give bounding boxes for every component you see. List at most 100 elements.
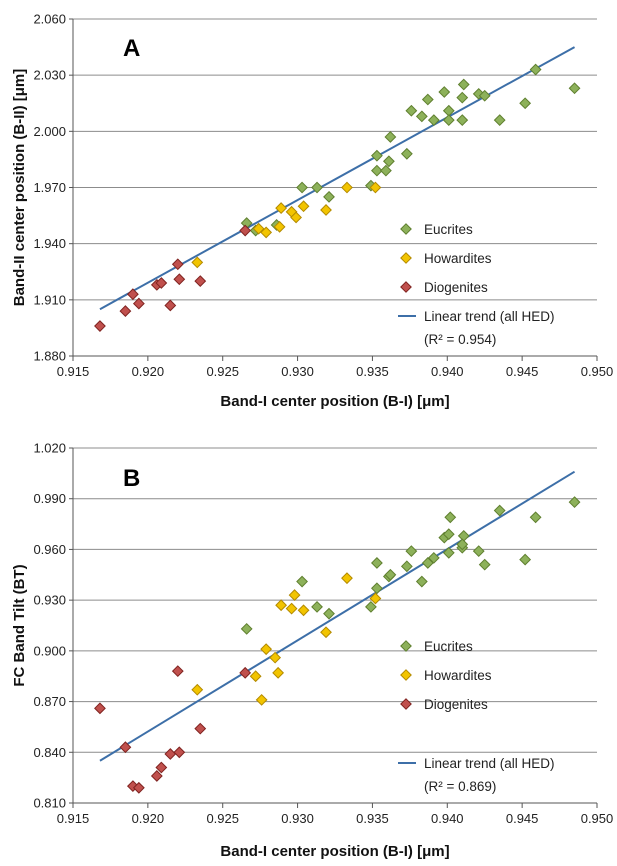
y-tick-label: 0.810 xyxy=(33,796,66,811)
series-diogenites xyxy=(94,224,252,332)
legend-label-eucrites: Eucrites xyxy=(424,639,473,654)
y-axis-title: FC Band Tilt (BT) xyxy=(11,564,28,686)
panel-label: B xyxy=(123,465,140,492)
legend: Eucrites Howardites Diogenites Linear trend… xyxy=(398,639,555,794)
data-point-diogenites xyxy=(164,299,177,312)
series-howardites xyxy=(191,572,382,706)
data-point-eucrites xyxy=(415,575,428,588)
data-point-howardites xyxy=(260,226,273,239)
x-tick-label: 0.950 xyxy=(581,811,614,826)
data-point-eucrites xyxy=(371,164,383,177)
data-point-diogenites xyxy=(171,665,184,678)
data-point-eucrites xyxy=(371,149,383,162)
y-tick-label: 1.880 xyxy=(33,349,66,364)
data-point-eucrites xyxy=(442,114,455,127)
legend-label-howardites: Howardites xyxy=(424,251,492,266)
data-point-howardites xyxy=(272,666,285,679)
legend-marker-eucrites xyxy=(400,223,412,235)
x-tick-label: 0.940 xyxy=(431,364,464,379)
x-tick-label: 0.920 xyxy=(132,811,165,826)
y-tick-label: 1.940 xyxy=(33,236,66,251)
data-point-eucrites xyxy=(478,89,491,102)
data-point-howardites xyxy=(285,602,298,615)
x-tick-label: 0.935 xyxy=(356,364,389,379)
legend-r2-label: (R² = 0.869) xyxy=(424,779,496,794)
y-axis-title: Band-II center position (B-II) [μm] xyxy=(11,69,28,307)
data-point-eucrites xyxy=(472,545,485,558)
data-point-diogenites xyxy=(119,305,132,317)
x-tick-label: 0.925 xyxy=(206,364,239,379)
data-point-eucrites xyxy=(311,600,323,613)
data-point-eucrites xyxy=(384,568,397,581)
y-tick-label: 2.000 xyxy=(33,124,66,139)
data-point-howardites xyxy=(290,211,302,224)
data-point-diogenites xyxy=(126,780,139,793)
y-tick-label: 1.020 xyxy=(33,441,66,456)
legend-marker-eucrites xyxy=(400,640,412,652)
data-point-eucrites xyxy=(529,63,542,76)
data-point-diogenites xyxy=(173,273,186,286)
data-point-eucrites xyxy=(568,82,581,95)
series-eucrites xyxy=(240,496,581,635)
data-point-howardites xyxy=(191,683,204,696)
data-point-eucrites xyxy=(457,78,470,91)
data-point-howardites xyxy=(288,589,301,601)
legend-marker-diogenites xyxy=(400,698,412,710)
data-point-howardites xyxy=(320,204,332,216)
legend-r2-label: (R² = 0.954) xyxy=(424,332,496,347)
y-tick-label: 0.930 xyxy=(33,593,66,608)
data-point-eucrites xyxy=(478,558,491,571)
data-point-eucrites xyxy=(382,155,395,168)
data-point-howardites xyxy=(320,626,332,639)
trend-line xyxy=(99,46,576,311)
data-point-eucrites xyxy=(296,575,308,588)
data-point-diogenites xyxy=(94,320,106,332)
data-point-eucrites xyxy=(384,131,397,143)
series-diogenites xyxy=(94,665,252,794)
data-point-eucrites xyxy=(456,114,469,127)
chart-panel-b: 0.810 0.840 0.870 0.900 0.930 0.960 0.990 1.020… xyxy=(11,441,613,861)
data-point-howardites xyxy=(273,220,286,233)
data-point-eucrites xyxy=(568,496,581,509)
x-tick-label: 0.930 xyxy=(281,364,314,379)
data-point-diogenites xyxy=(150,770,163,782)
data-point-howardites xyxy=(275,599,288,612)
data-point-howardites xyxy=(252,222,265,235)
data-point-eucrites xyxy=(427,114,440,127)
y-tick-label: 0.900 xyxy=(33,643,66,658)
x-axis-title: Band-I center position (B-I) [μm] xyxy=(220,393,449,410)
data-point-eucrites xyxy=(323,190,335,203)
x-tick-label: 0.950 xyxy=(581,364,614,379)
x-axis-title: Band-I center position (B-I) [μm] xyxy=(220,843,449,860)
data-point-diogenites xyxy=(132,781,145,794)
data-point-eucrites xyxy=(427,551,440,564)
data-point-eucrites xyxy=(457,529,470,542)
data-point-diogenites xyxy=(132,297,145,310)
panel-label: A xyxy=(123,35,140,62)
data-point-diogenites xyxy=(171,258,184,271)
data-point-howardites xyxy=(191,256,204,269)
data-point-eucrites xyxy=(371,582,383,595)
series-howardites xyxy=(191,181,382,269)
x-tick-label: 0.945 xyxy=(506,364,539,379)
data-point-eucrites xyxy=(442,546,455,559)
data-point-eucrites xyxy=(472,87,485,100)
data-point-eucrites xyxy=(456,538,469,551)
y-tick-label: 0.960 xyxy=(33,542,66,557)
legend-marker-diogenites xyxy=(400,281,412,293)
data-point-eucrites xyxy=(379,164,392,177)
data-point-howardites xyxy=(255,693,268,706)
legend-label-eucrites: Eucrites xyxy=(424,222,473,237)
data-point-howardites xyxy=(297,604,310,617)
x-tick-label: 0.925 xyxy=(206,811,239,826)
data-point-eucrites xyxy=(519,97,532,110)
data-point-eucrites xyxy=(444,511,457,524)
legend-label-diogenites: Diogenites xyxy=(424,280,488,295)
x-tick-label: 0.915 xyxy=(57,364,90,379)
data-point-eucrites xyxy=(529,511,542,524)
data-point-howardites xyxy=(249,670,262,683)
data-point-eucrites xyxy=(400,147,413,160)
data-point-diogenites xyxy=(155,761,168,774)
x-tick-label: 0.935 xyxy=(356,811,389,826)
